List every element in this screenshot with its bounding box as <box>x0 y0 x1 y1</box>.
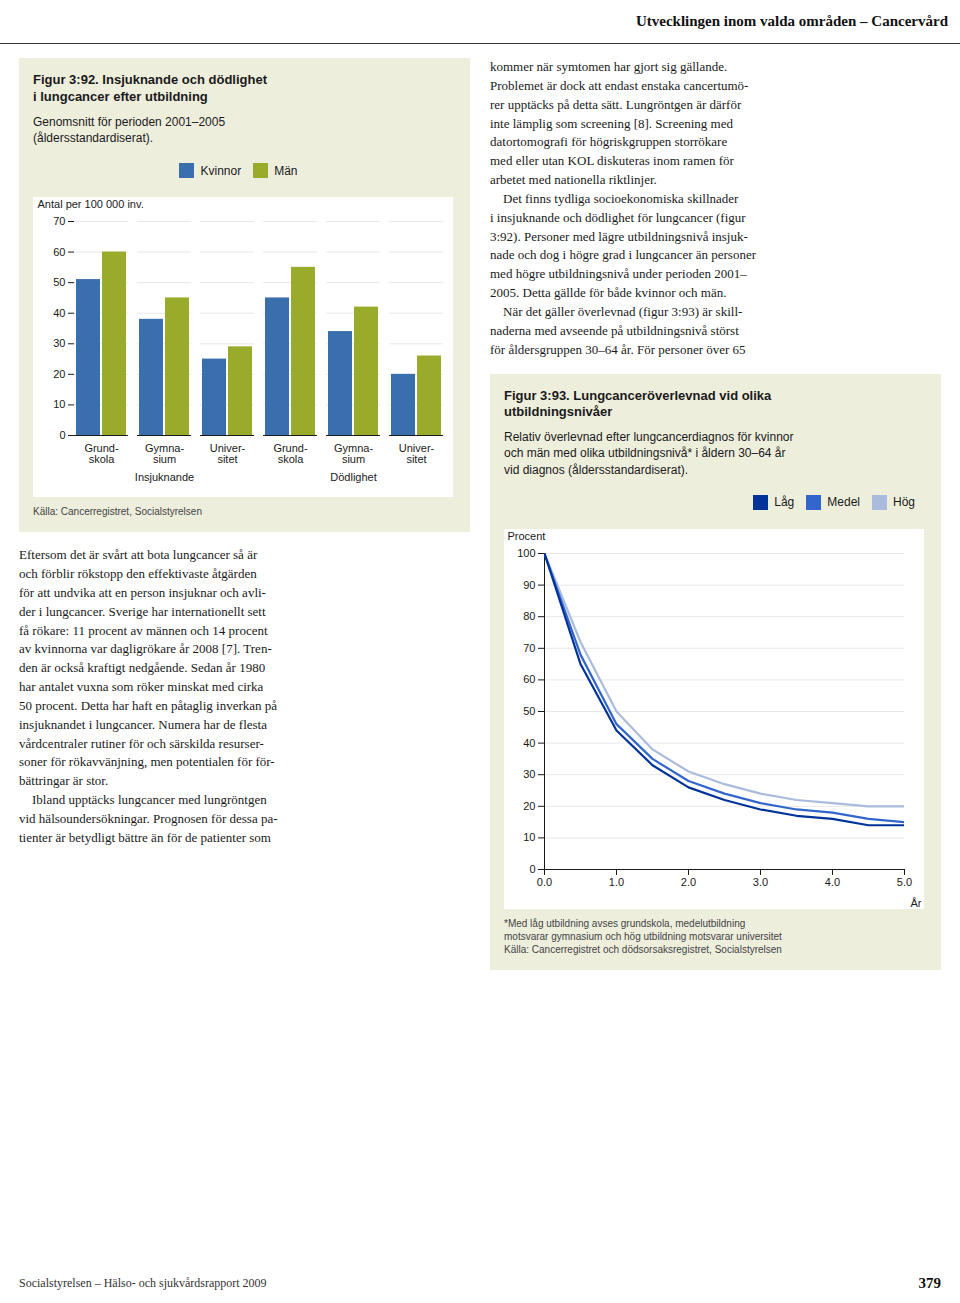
html-text:Män: Män <box>274 163 298 178</box>
svg-text:60: 60 <box>523 673 535 685</box>
svg-text:3.0: 3.0 <box>753 876 768 888</box>
svg-text:20: 20 <box>53 368 65 380</box>
html-text:379: 379 <box>918 1274 941 1291</box>
svg-text:100: 100 <box>517 547 535 559</box>
html-text:Hög: Hög <box>893 495 915 510</box>
svg-text:Univer-sitet: Univer-sitet <box>399 442 435 465</box>
svg-text:80: 80 <box>523 610 535 622</box>
html-text:Figur 3:92. Insjuknande och dö: Figur 3:92. Insjuknande och dödlighet i … <box>33 72 267 104</box>
html-text:Relativ överlevnad efter lungc: Relativ överlevnad efter lungcancerdiagn… <box>504 430 794 477</box>
svg-text:10: 10 <box>523 831 535 843</box>
svg-text:30: 30 <box>523 768 535 780</box>
svg-text:70: 70 <box>53 215 65 227</box>
svg-text:Insjuknande: Insjuknande <box>135 471 194 483</box>
svg-text:År: År <box>911 896 922 908</box>
html-text:Genomsnitt för perioden 2001–2: Genomsnitt för perioden 2001–2005 (ålder… <box>33 114 226 145</box>
svg-text:20: 20 <box>523 800 535 812</box>
svg-text:70: 70 <box>523 642 535 654</box>
svg-text:Antal per 100 000 inv.: Antal per 100 000 inv. <box>38 198 144 210</box>
svg-text:Procent: Procent <box>508 530 546 542</box>
svg-text:0.0: 0.0 <box>537 876 552 888</box>
svg-text:60: 60 <box>53 246 65 258</box>
svg-text:1.0: 1.0 <box>609 876 624 888</box>
svg-text:10: 10 <box>53 399 65 411</box>
svg-text:90: 90 <box>523 578 535 590</box>
html-text:Låg: Låg <box>774 495 795 510</box>
svg-text:0: 0 <box>59 429 65 441</box>
svg-text:Univer-sitet: Univer-sitet <box>210 442 246 465</box>
html-text:Kvinnor: Kvinnor <box>200 163 242 178</box>
html-text:Socialstyrelsen – Hälso- och s: Socialstyrelsen – Hälso- och sjukvårdsra… <box>19 1275 267 1290</box>
svg-text:40: 40 <box>523 736 535 748</box>
html-text:Källa: Cancerregistret, Social: Källa: Cancerregistret, Socialstyrelsen <box>33 506 202 518</box>
html-text:Medel: Medel <box>827 495 860 510</box>
html-text:Utvecklingen inom valda område: Utvecklingen inom valda områden – Cancer… <box>635 13 948 29</box>
html-text:Figur 3:93. Lungcanceröverlevn: Figur 3:93. Lungcanceröverlevnad vid oli… <box>504 387 772 420</box>
svg-text:50: 50 <box>53 276 65 288</box>
svg-text:50: 50 <box>523 705 535 717</box>
svg-text:4.0: 4.0 <box>825 876 840 888</box>
html-text:Eftersom det är svårt att bota: Eftersom det är svårt att bota lungcance… <box>19 547 278 845</box>
svg-text:40: 40 <box>53 307 65 319</box>
svg-text:Gymna-sium: Gymna-sium <box>334 442 373 465</box>
svg-text:Grund-skola: Grund-skola <box>84 442 119 465</box>
svg-text:0: 0 <box>529 863 535 875</box>
html-text:kommer när symtomen har gjort: kommer när symtomen har gjort sig gällan… <box>490 59 756 357</box>
svg-text:Dödlighet: Dödlighet <box>330 471 376 483</box>
svg-text:5.0: 5.0 <box>897 876 912 888</box>
svg-text:30: 30 <box>53 337 65 349</box>
svg-text:Grund-skola: Grund-skola <box>273 442 308 465</box>
svg-text:Gymna-sium: Gymna-sium <box>145 442 184 465</box>
html-text:*Med låg utbildning avses grun: *Med låg utbildning avses grundskola, me… <box>504 917 782 955</box>
svg-text:2.0: 2.0 <box>681 876 696 888</box>
